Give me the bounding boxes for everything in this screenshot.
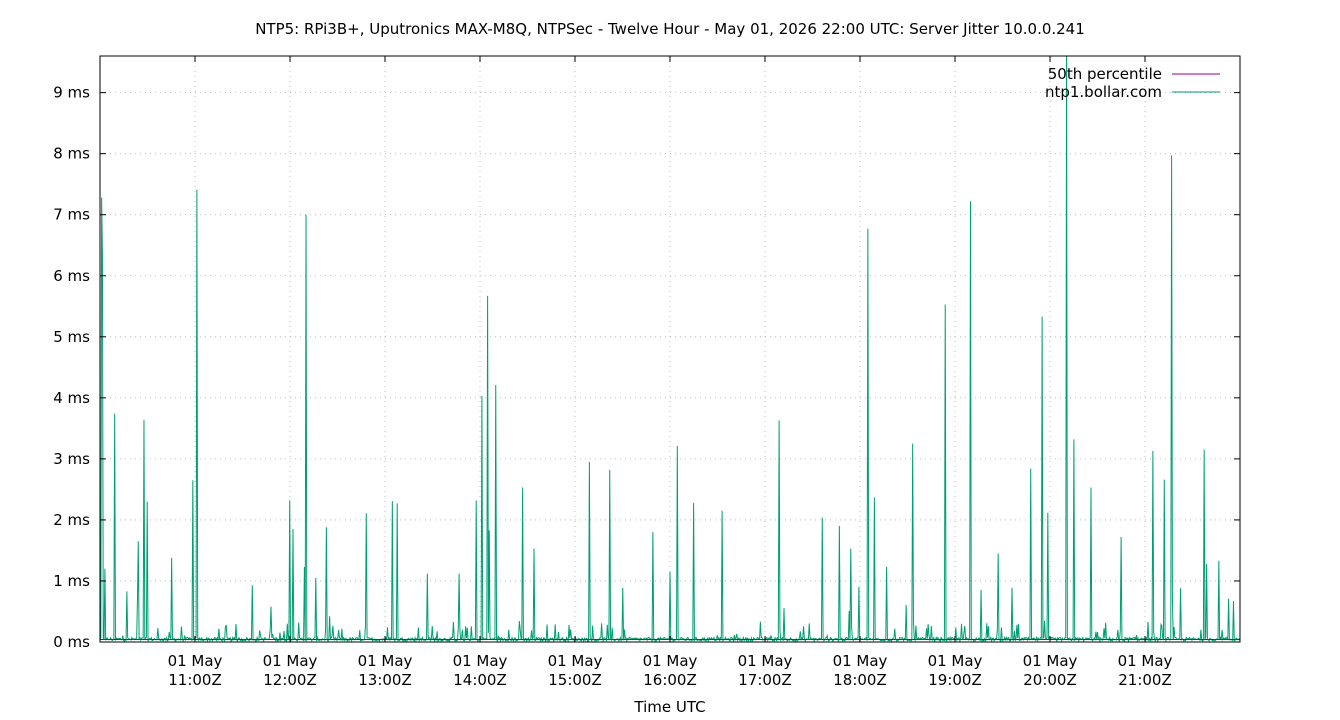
plot-border bbox=[99, 55, 1241, 643]
x-tick-label-time: 13:00Z bbox=[358, 671, 412, 689]
plot-area bbox=[99, 55, 1241, 643]
y-tick-label: 8 ms bbox=[53, 145, 90, 163]
series-ntp1-bollar-com-line bbox=[99, 55, 1241, 643]
chart-title: NTP5: RPi3B+, Uputronics MAX-M8Q, NTPSec… bbox=[255, 20, 1085, 38]
x-tick-label-time: 17:00Z bbox=[738, 671, 792, 689]
grid bbox=[100, 56, 1240, 642]
x-tick-label-date: 01 May bbox=[1023, 652, 1078, 670]
x-tick-label-date: 01 May bbox=[1118, 652, 1173, 670]
x-tick-label-time: 18:00Z bbox=[833, 671, 887, 689]
x-tick-label-time: 15:00Z bbox=[548, 671, 602, 689]
axes bbox=[99, 55, 1241, 643]
x-tick-label-time: 21:00Z bbox=[1118, 671, 1172, 689]
y-tick-label: 3 ms bbox=[53, 450, 90, 468]
y-tick-label: 1 ms bbox=[53, 572, 90, 590]
y-tick-label: 9 ms bbox=[53, 84, 90, 102]
legend-label: ntp1.bollar.com bbox=[1045, 83, 1162, 101]
x-axis-label: Time UTC bbox=[633, 698, 705, 716]
y-tick-label: 2 ms bbox=[53, 511, 90, 529]
y-tick-label: 0 ms bbox=[53, 633, 90, 651]
x-tick-label-date: 01 May bbox=[453, 652, 508, 670]
x-tick-label-date: 01 May bbox=[168, 652, 223, 670]
x-tick-label-date: 01 May bbox=[643, 652, 698, 670]
x-tick-label-date: 01 May bbox=[548, 652, 603, 670]
x-tick-label-date: 01 May bbox=[738, 652, 793, 670]
x-tick-label-time: 19:00Z bbox=[928, 671, 982, 689]
y-tick-label: 5 ms bbox=[53, 328, 90, 346]
x-tick-label-time: 12:00Z bbox=[263, 671, 317, 689]
y-tick-label: 4 ms bbox=[53, 389, 90, 407]
x-tick-label-time: 11:00Z bbox=[168, 671, 222, 689]
x-tick-label-date: 01 May bbox=[928, 652, 983, 670]
x-tick-label-time: 20:00Z bbox=[1023, 671, 1077, 689]
legend-label: 50th percentile bbox=[1048, 65, 1162, 83]
y-tick-label: 7 ms bbox=[53, 206, 90, 224]
ticks: 0 ms 1 ms 2 ms 3 ms 4 ms 5 ms 6 ms 7 ms 8 ms 9 ms… bbox=[53, 56, 1240, 689]
x-tick-label-time: 14:00Z bbox=[453, 671, 507, 689]
y-tick-label: 6 ms bbox=[53, 267, 90, 285]
x-tick-label-date: 01 May bbox=[833, 652, 888, 670]
x-tick-label-date: 01 May bbox=[358, 652, 413, 670]
x-tick-label-time: 16:00Z bbox=[643, 671, 697, 689]
x-tick-label-date: 01 May bbox=[263, 652, 318, 670]
